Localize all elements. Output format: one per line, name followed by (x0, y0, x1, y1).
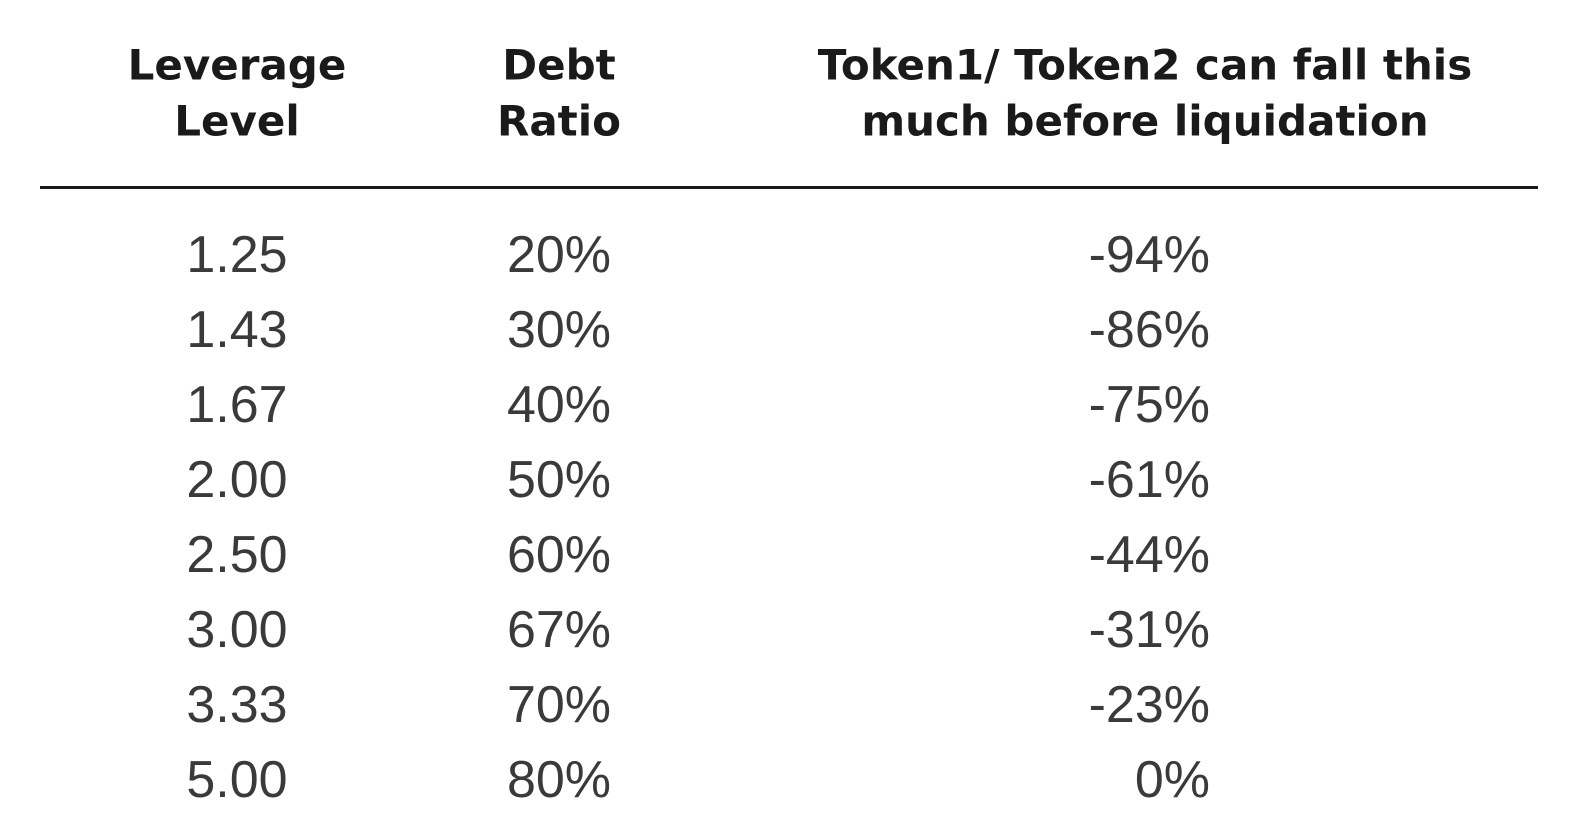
table-cell: -44% (1088, 526, 1210, 584)
table-cell: 50% (506, 451, 612, 509)
table-cell: 2.00 (186, 451, 288, 509)
table-cell: 1.25 (186, 226, 288, 284)
table-cell: 1.43 (186, 301, 288, 359)
column-header: Token1/ Token2 can fall this (817, 40, 1473, 90)
table-cell: 0% (1134, 751, 1210, 809)
column-header: Leverage (127, 40, 347, 90)
table-cell: -94% (1088, 226, 1210, 284)
table-cell: 1.67 (186, 376, 288, 434)
table-cell: 20% (506, 226, 612, 284)
column-header: Debt (502, 40, 616, 90)
table-cell: -86% (1088, 301, 1210, 359)
column-header: Level (174, 96, 300, 146)
table-cell: 60% (506, 526, 612, 584)
table-cell: 70% (506, 676, 612, 734)
table-cell: 67% (506, 601, 612, 659)
table-cell: 3.33 (186, 676, 288, 734)
table-cell: -31% (1088, 601, 1210, 659)
table-cell: -75% (1088, 376, 1210, 434)
table-cell: -23% (1088, 676, 1210, 734)
column-header: Ratio (496, 96, 622, 146)
table-cell: 40% (506, 376, 612, 434)
table-cell: 5.00 (186, 751, 288, 809)
table-cell: 80% (506, 751, 612, 809)
column-header: much before liquidation (861, 96, 1429, 146)
table-cell: 30% (506, 301, 612, 359)
table-cell: 2.50 (186, 526, 288, 584)
table-cell: 3.00 (186, 601, 288, 659)
header-rule (40, 186, 1538, 189)
table-cell: -61% (1088, 451, 1210, 509)
